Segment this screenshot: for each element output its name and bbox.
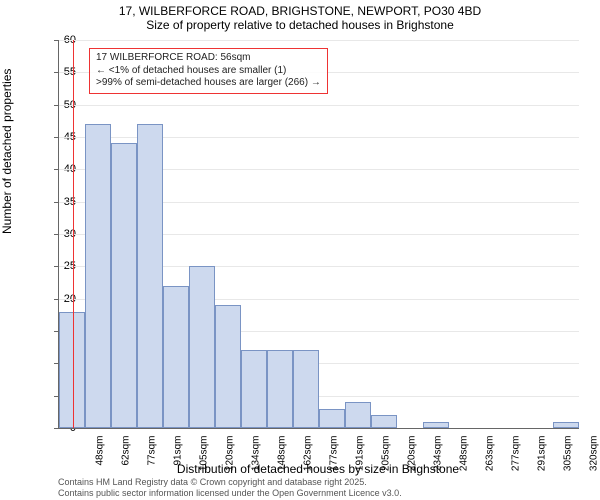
chart-titles: 17, WILBERFORCE ROAD, BRIGHSTONE, NEWPOR… — [0, 4, 600, 33]
histogram-bar — [189, 266, 215, 428]
histogram-bar — [137, 124, 163, 428]
histogram-bar — [293, 350, 319, 428]
histogram-bar — [59, 312, 85, 428]
annotation-line-2: ← <1% of detached houses are smaller (1) — [96, 65, 321, 78]
histogram-bar — [163, 286, 189, 428]
histogram-bar — [319, 409, 345, 428]
footer-attribution: Contains HM Land Registry data © Crown c… — [58, 477, 402, 498]
annotation-box: 17 WILBERFORCE ROAD: 56sqm ← <1% of deta… — [89, 48, 328, 94]
histogram-bar — [267, 350, 293, 428]
gridline — [59, 40, 579, 41]
y-axis-label: Number of detached properties — [0, 69, 14, 234]
x-tick-label: 320sqm — [589, 436, 600, 476]
histogram-bar — [423, 422, 449, 428]
x-axis-label: Distribution of detached houses by size … — [58, 462, 578, 476]
gridline — [59, 105, 579, 106]
annotation-line-1: 17 WILBERFORCE ROAD: 56sqm — [96, 52, 321, 65]
footer-line-2: Contains public sector information licen… — [58, 488, 402, 498]
footer-line-1: Contains HM Land Registry data © Crown c… — [58, 477, 402, 487]
reference-line — [73, 40, 74, 428]
histogram-bar — [111, 143, 137, 428]
histogram-bar — [215, 305, 241, 428]
plot-area: 17 WILBERFORCE ROAD: 56sqm ← <1% of deta… — [58, 40, 579, 429]
title-line-2: Size of property relative to detached ho… — [0, 18, 600, 32]
histogram-bar — [85, 124, 111, 428]
histogram-bar — [553, 422, 579, 428]
histogram-bar — [345, 402, 371, 428]
histogram-bar — [371, 415, 397, 428]
chart-container: 17, WILBERFORCE ROAD, BRIGHSTONE, NEWPOR… — [0, 0, 600, 500]
title-line-1: 17, WILBERFORCE ROAD, BRIGHSTONE, NEWPOR… — [0, 4, 600, 18]
annotation-line-3: >99% of semi-detached houses are larger … — [96, 77, 321, 90]
histogram-bar — [241, 350, 267, 428]
